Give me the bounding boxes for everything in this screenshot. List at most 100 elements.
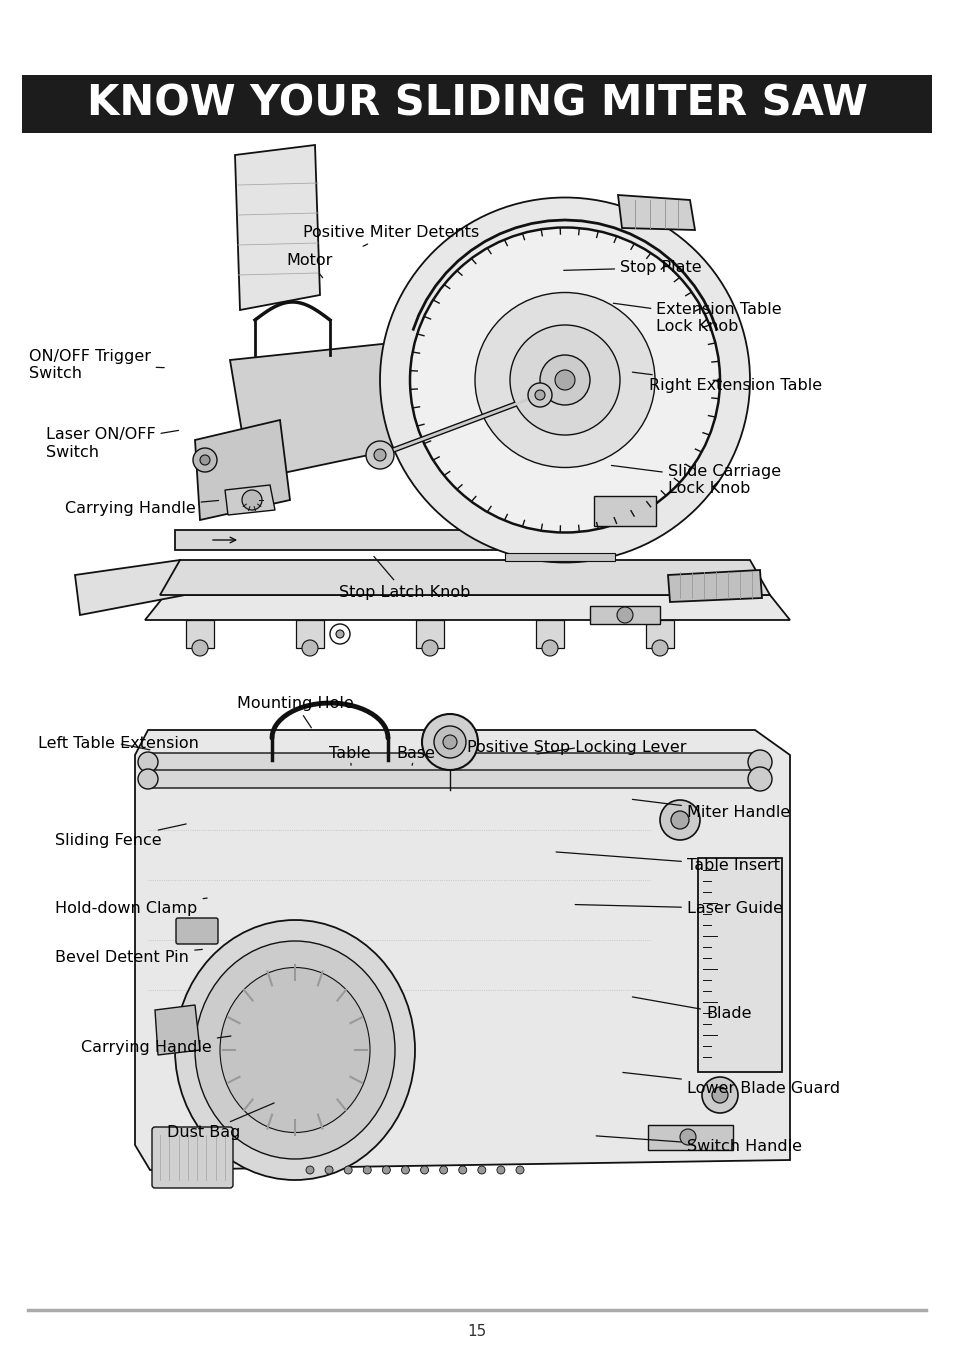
Circle shape: [439, 1165, 447, 1174]
Circle shape: [510, 324, 619, 435]
Text: Blade: Blade: [632, 996, 751, 1022]
Circle shape: [527, 383, 552, 407]
Ellipse shape: [220, 968, 370, 1133]
Circle shape: [420, 1165, 428, 1174]
Polygon shape: [160, 560, 769, 595]
Text: Bevel Detent Pin: Bevel Detent Pin: [55, 949, 202, 965]
Text: Stop Plate: Stop Plate: [563, 260, 701, 276]
Text: Positive Stop Locking Lever: Positive Stop Locking Lever: [467, 740, 686, 756]
Circle shape: [477, 1165, 485, 1174]
Text: Mounting Hole: Mounting Hole: [236, 695, 353, 727]
Text: Carrying Handle: Carrying Handle: [81, 1036, 231, 1056]
Circle shape: [138, 769, 158, 790]
Circle shape: [302, 639, 317, 656]
FancyBboxPatch shape: [175, 918, 218, 944]
Text: ON/OFF Trigger
Switch: ON/OFF Trigger Switch: [29, 349, 164, 381]
Text: Positive Miter Detents: Positive Miter Detents: [303, 224, 479, 246]
Text: Dust Bag: Dust Bag: [167, 1103, 274, 1141]
Polygon shape: [618, 195, 695, 230]
Polygon shape: [234, 145, 319, 310]
Text: Table: Table: [329, 745, 371, 765]
Circle shape: [497, 1165, 504, 1174]
Polygon shape: [154, 1005, 200, 1055]
Ellipse shape: [174, 919, 415, 1180]
FancyBboxPatch shape: [146, 753, 761, 771]
Bar: [645, 621, 673, 648]
Text: Sliding Fence: Sliding Fence: [55, 823, 186, 849]
Polygon shape: [230, 339, 439, 480]
Text: Extension Table
Lock Knob: Extension Table Lock Knob: [613, 301, 781, 334]
Circle shape: [670, 811, 688, 829]
Circle shape: [366, 441, 394, 469]
Polygon shape: [174, 530, 530, 550]
Circle shape: [138, 752, 158, 772]
Circle shape: [421, 714, 477, 771]
Circle shape: [401, 1165, 409, 1174]
Text: Carrying Handle: Carrying Handle: [65, 500, 218, 516]
Circle shape: [659, 800, 700, 840]
Circle shape: [363, 1165, 371, 1174]
Circle shape: [535, 389, 544, 400]
Bar: [504, 553, 615, 561]
Bar: [22, 74, 931, 132]
Polygon shape: [667, 571, 761, 602]
FancyBboxPatch shape: [146, 771, 761, 788]
Circle shape: [442, 735, 456, 749]
Bar: [186, 621, 213, 648]
Bar: [295, 621, 324, 648]
Text: Laser Guide: Laser Guide: [575, 900, 782, 917]
Bar: [589, 606, 659, 625]
Bar: [536, 621, 563, 648]
Circle shape: [192, 639, 208, 656]
Ellipse shape: [194, 941, 395, 1159]
Circle shape: [335, 630, 344, 638]
Bar: [647, 1125, 732, 1151]
Text: Motor: Motor: [286, 253, 333, 277]
Text: 15: 15: [467, 1325, 486, 1340]
Text: Hold-down Clamp: Hold-down Clamp: [55, 898, 207, 917]
Polygon shape: [135, 730, 789, 1169]
Circle shape: [651, 639, 667, 656]
Circle shape: [306, 1165, 314, 1174]
Circle shape: [539, 356, 589, 406]
Text: Right Extension Table: Right Extension Table: [632, 372, 821, 393]
Circle shape: [747, 750, 771, 773]
Circle shape: [382, 1165, 390, 1174]
Circle shape: [711, 1087, 727, 1103]
Text: Switch Handle: Switch Handle: [596, 1136, 801, 1155]
Circle shape: [701, 1078, 738, 1113]
Text: KNOW YOUR SLIDING MITER SAW: KNOW YOUR SLIDING MITER SAW: [87, 82, 866, 124]
Circle shape: [325, 1165, 333, 1174]
Circle shape: [200, 456, 210, 465]
Text: Base: Base: [395, 745, 435, 765]
Polygon shape: [145, 595, 789, 621]
Circle shape: [421, 639, 437, 656]
Circle shape: [374, 449, 386, 461]
Text: Laser ON/OFF
Switch: Laser ON/OFF Switch: [46, 427, 178, 460]
Ellipse shape: [475, 292, 655, 468]
FancyBboxPatch shape: [594, 496, 656, 526]
Text: Left Table Extension: Left Table Extension: [38, 735, 199, 752]
Bar: [416, 621, 443, 648]
Ellipse shape: [410, 227, 720, 533]
Circle shape: [747, 767, 771, 791]
Text: Lower Blade Guard: Lower Blade Guard: [622, 1072, 840, 1096]
Circle shape: [458, 1165, 466, 1174]
Text: Stop Latch Knob: Stop Latch Knob: [338, 557, 470, 600]
Circle shape: [679, 1129, 696, 1145]
Circle shape: [434, 726, 465, 758]
Polygon shape: [225, 485, 274, 515]
Circle shape: [330, 625, 350, 644]
Circle shape: [617, 607, 633, 623]
Circle shape: [516, 1165, 523, 1174]
Circle shape: [344, 1165, 352, 1174]
FancyBboxPatch shape: [152, 1128, 233, 1188]
Circle shape: [541, 639, 558, 656]
Polygon shape: [194, 420, 290, 521]
Circle shape: [193, 448, 216, 472]
Text: Miter Handle: Miter Handle: [632, 799, 789, 821]
Circle shape: [555, 370, 575, 389]
Text: Table Insert: Table Insert: [556, 852, 779, 873]
Polygon shape: [75, 560, 185, 615]
Circle shape: [242, 489, 262, 510]
